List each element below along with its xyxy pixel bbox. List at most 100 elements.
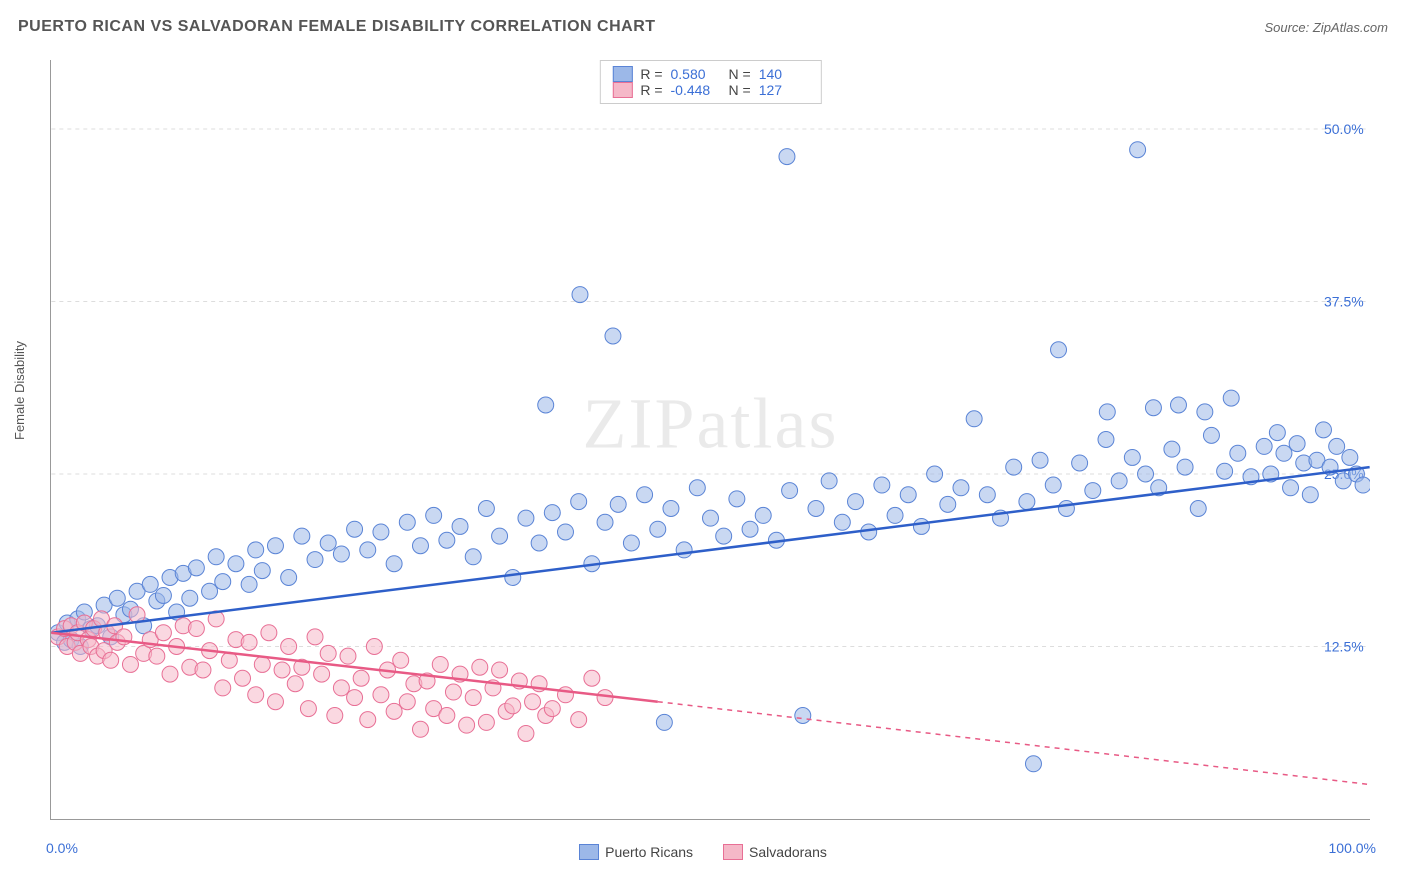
data-point	[676, 542, 692, 558]
data-point	[808, 501, 824, 517]
data-point	[900, 487, 916, 503]
data-point	[558, 687, 574, 703]
data-point	[235, 670, 251, 686]
data-point	[373, 524, 389, 540]
data-point	[215, 680, 231, 696]
correlation-row-1: R = -0.448 N = 127	[612, 82, 808, 98]
data-point	[287, 676, 303, 692]
data-point	[307, 552, 323, 568]
data-point	[248, 542, 264, 558]
data-point	[208, 549, 224, 565]
data-point	[742, 521, 758, 537]
data-point	[1342, 449, 1358, 465]
legend-label-1: Salvadorans	[749, 844, 827, 860]
data-point	[373, 687, 389, 703]
r-value-0: 0.580	[671, 66, 721, 82]
data-point	[155, 587, 171, 603]
legend-label-0: Puerto Ricans	[605, 844, 693, 860]
data-point	[525, 694, 541, 710]
data-point	[544, 505, 560, 521]
data-point	[492, 662, 508, 678]
data-point	[1230, 445, 1246, 461]
plot-area: ZIPatlas R = 0.580 N = 140 R = -0.448 N …	[50, 60, 1370, 820]
n-label: N =	[729, 66, 751, 82]
data-point	[1190, 501, 1206, 517]
data-point	[155, 625, 171, 641]
data-point	[518, 510, 534, 526]
data-point	[913, 518, 929, 534]
data-point	[366, 639, 382, 655]
correlation-legend: R = 0.580 N = 140 R = -0.448 N = 127	[599, 60, 821, 104]
data-point	[571, 712, 587, 728]
y-tick-label: 37.5%	[1324, 293, 1364, 309]
data-point	[848, 494, 864, 510]
data-point	[940, 496, 956, 512]
data-point	[432, 656, 448, 672]
data-point	[1111, 473, 1127, 489]
data-point	[314, 666, 330, 682]
n-value-1: 127	[759, 82, 809, 98]
data-point	[353, 670, 369, 686]
data-point	[689, 480, 705, 496]
data-point	[505, 570, 521, 586]
data-point	[360, 712, 376, 728]
data-point	[452, 518, 468, 534]
data-point	[538, 397, 554, 413]
data-point	[716, 528, 732, 544]
data-point	[1098, 432, 1114, 448]
data-point	[492, 528, 508, 544]
data-point	[1019, 494, 1035, 510]
data-point	[637, 487, 653, 503]
data-point	[188, 560, 204, 576]
data-point	[1124, 449, 1140, 465]
data-point	[1283, 480, 1299, 496]
data-point	[518, 725, 534, 741]
data-point	[953, 480, 969, 496]
data-point	[1316, 422, 1332, 438]
data-point	[360, 542, 376, 558]
r-label: R =	[640, 82, 662, 98]
legend-item-1: Salvadorans	[723, 844, 827, 860]
data-point	[267, 538, 283, 554]
data-point	[478, 714, 494, 730]
r-value-1: -0.448	[671, 82, 721, 98]
y-tick-label: 12.5%	[1324, 638, 1364, 654]
data-point	[478, 501, 494, 517]
trend-line-extension	[658, 702, 1370, 785]
data-point	[610, 496, 626, 512]
data-point	[1269, 425, 1285, 441]
data-point	[465, 549, 481, 565]
legend-item-0: Puerto Ricans	[579, 844, 693, 860]
data-point	[1289, 436, 1305, 452]
data-point	[274, 662, 290, 678]
data-point	[1025, 756, 1041, 772]
data-point	[1130, 142, 1146, 158]
data-point	[1177, 459, 1193, 475]
data-point	[426, 507, 442, 523]
r-label: R =	[640, 66, 662, 82]
data-point	[887, 507, 903, 523]
data-point	[195, 662, 211, 678]
data-point	[1058, 501, 1074, 517]
data-point	[1217, 463, 1233, 479]
data-point	[1051, 342, 1067, 358]
y-axis-label: Female Disability	[12, 341, 27, 440]
data-point	[874, 477, 890, 493]
n-label: N =	[729, 82, 751, 98]
data-point	[1085, 483, 1101, 499]
data-point	[320, 645, 336, 661]
data-point	[281, 570, 297, 586]
data-point	[320, 535, 336, 551]
data-point	[202, 583, 218, 599]
data-point	[1072, 455, 1088, 471]
data-point	[584, 670, 600, 686]
data-point	[188, 621, 204, 637]
source-prefix: Source:	[1264, 20, 1312, 35]
data-point	[663, 501, 679, 517]
source-name: ZipAtlas.com	[1313, 20, 1388, 35]
data-point	[254, 656, 270, 672]
data-point	[142, 576, 158, 592]
data-point	[333, 680, 349, 696]
data-point	[1256, 438, 1272, 454]
data-point	[340, 648, 356, 664]
